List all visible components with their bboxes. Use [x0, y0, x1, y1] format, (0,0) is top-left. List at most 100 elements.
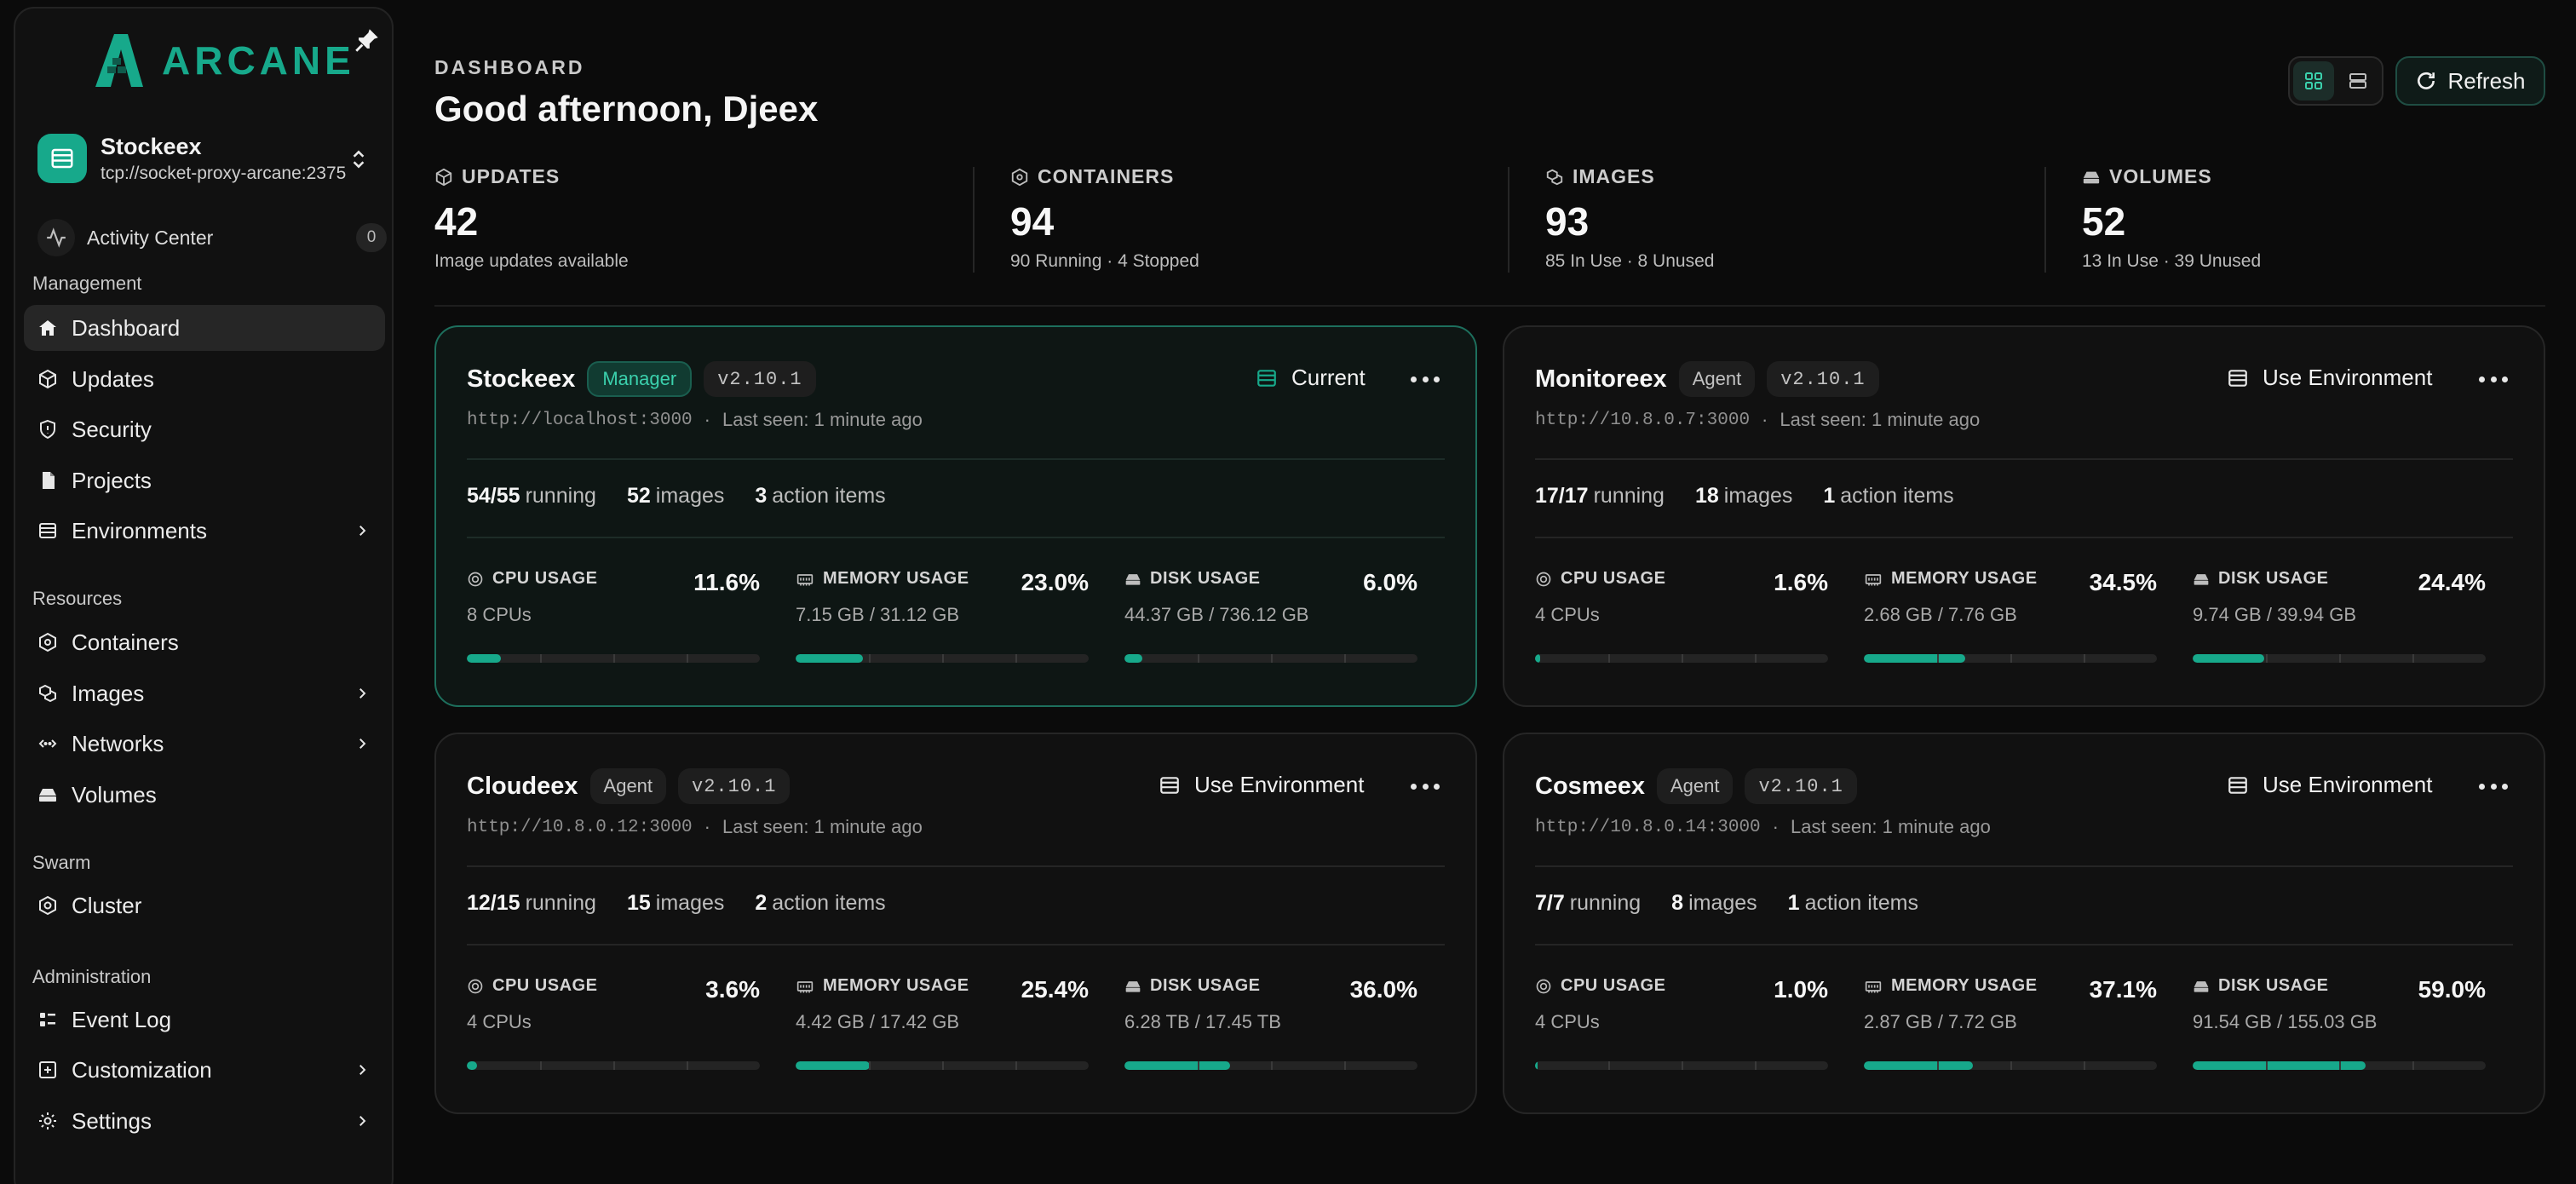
sidebar-item-dashboard[interactable]: Dashboard	[24, 305, 385, 351]
role-badge: Manager	[587, 361, 693, 397]
usage-bar-tick	[1344, 1061, 1346, 1070]
images-count: 52 images	[626, 484, 725, 508]
action-items-count: 1 action items	[1787, 891, 1918, 915]
use-environment-button[interactable]: Use Environment	[2227, 772, 2432, 798]
more-options-icon[interactable]	[1411, 779, 1440, 794]
usage-bar-tick	[1937, 654, 1939, 663]
usage-bar-tick	[2266, 1061, 2268, 1070]
sidebar-item-cluster[interactable]: Cluster	[24, 882, 385, 928]
more-options-icon[interactable]	[2479, 779, 2508, 794]
environment-switcher[interactable]: Stockeex tcp://socket-proxy-arcane:2375	[37, 126, 387, 191]
version-badge: v2.10.1	[1767, 361, 1879, 397]
environment-card[interactable]: Cloudeex Agent v2.10.1 Use Environment h…	[434, 733, 1477, 1114]
usage-bar-fill	[2193, 654, 2264, 663]
hard-drive-icon	[2194, 980, 2209, 992]
use-environment-button[interactable]: Use Environment	[1159, 772, 1364, 798]
cpu-usage-metric: CPU USAGE 1.0% 4 CPUs	[1535, 976, 1828, 1078]
separator-dot: ·	[704, 409, 710, 430]
usage-bar-tick	[2010, 1061, 2012, 1070]
sidebar-item-label: Volumes	[72, 781, 157, 808]
metric-detail: 8 CPUs	[467, 604, 532, 625]
metric-detail: 2.87 GB / 7.72 GB	[1864, 1011, 2017, 1032]
use-environment-button[interactable]: Use Environment	[2227, 365, 2432, 391]
sidebar-item-label: Containers	[72, 629, 179, 655]
metric-detail: 9.74 GB / 39.94 GB	[2193, 604, 2357, 625]
chevron-right-icon	[359, 739, 366, 749]
metric-label: CPU USAGE	[1561, 976, 1666, 995]
metric-detail: 4 CPUs	[467, 1011, 532, 1032]
memory-icon	[1865, 980, 1882, 992]
version-badge: v2.10.1	[1745, 768, 1857, 804]
usage-bar-tick	[1755, 654, 1757, 663]
metric-percent: 1.6%	[1774, 569, 1828, 595]
disk-usage-metric: DISK USAGE 24.4% 9.74 GB / 39.94 GB	[2193, 569, 2486, 671]
memory-usage-metric: MEMORY USAGE 34.5% 2.68 GB / 7.76 GB	[1864, 569, 2157, 671]
usage-bar-tick	[1198, 1061, 1199, 1070]
metric-detail: 4.42 GB / 17.42 GB	[796, 1011, 960, 1032]
sidebar-item-containers[interactable]: Containers	[24, 619, 385, 665]
section-resources: Resources	[32, 588, 123, 609]
sidebar-item-settings[interactable]: Settings	[24, 1098, 385, 1144]
sidebar-item-label: Security	[72, 416, 152, 442]
shield-icon	[40, 419, 55, 440]
stat-volumes[interactable]: VOLUMES 52 13 In Use · 39 Unused	[2082, 165, 2559, 276]
event-log-icon	[40, 1013, 55, 1026]
stat-images[interactable]: IMAGES 93 85 In Use · 8 Unused	[1545, 165, 2022, 276]
chevron-up-down-icon	[353, 150, 365, 169]
usage-bar-fill	[467, 1061, 478, 1070]
current-environment-indicator[interactable]: Current	[1256, 365, 1366, 391]
metric-percent: 34.5%	[2089, 569, 2157, 595]
usage-bar	[1124, 654, 1417, 663]
sidebar-item-environments[interactable]: Environments	[24, 508, 385, 554]
disk-usage-metric: DISK USAGE 59.0% 91.54 GB / 155.03 GB	[2193, 976, 2486, 1078]
pin-icon[interactable]	[353, 26, 382, 55]
usage-bar	[1535, 654, 1828, 663]
environment-card[interactable]: Monitoreex Agent v2.10.1 Use Environment…	[1503, 325, 2545, 707]
sidebar: ARCANE Stockeex tcp://socket-proxy-arcan…	[14, 7, 394, 1184]
file-icon	[43, 472, 55, 489]
brand-logo[interactable]: ARCANE	[90, 32, 355, 89]
sidebar-item-networks[interactable]: Networks	[24, 721, 385, 767]
metric-detail: 91.54 GB / 155.03 GB	[2193, 1011, 2378, 1032]
usage-bar	[796, 654, 1089, 663]
metric-percent: 3.6%	[705, 976, 760, 1003]
version-badge: v2.10.1	[704, 361, 816, 397]
gear-icon	[39, 1112, 56, 1129]
usage-bar-fill	[796, 654, 864, 663]
stat-updates[interactable]: UPDATES 42 Image updates available	[434, 165, 911, 276]
usage-bar-tick	[1608, 654, 1610, 663]
environment-card[interactable]: Stockeex Manager v2.10.1 Current http://…	[434, 325, 1477, 707]
card-divider	[1535, 865, 2513, 867]
package-icon	[435, 168, 452, 186]
memory-usage-metric: MEMORY USAGE 23.0% 7.15 GB / 31.12 GB	[796, 569, 1089, 671]
last-seen: Last seen: 1 minute ago	[722, 409, 923, 430]
sidebar-item-security[interactable]: Security	[24, 406, 385, 452]
sidebar-item-projects[interactable]: Projects	[24, 457, 385, 503]
sidebar-item-customization[interactable]: Customization	[24, 1047, 385, 1093]
refresh-button[interactable]: Refresh	[2395, 56, 2545, 106]
list-view-button[interactable]	[2337, 61, 2378, 101]
grid-view-button[interactable]	[2293, 61, 2334, 101]
metric-label: MEMORY USAGE	[1891, 976, 2038, 995]
environment-card[interactable]: Cosmeex Agent v2.10.1 Use Environment ht…	[1503, 733, 2545, 1114]
hard-drive-icon	[1125, 573, 1141, 585]
sidebar-item-updates[interactable]: Updates	[24, 356, 385, 402]
metric-label: CPU USAGE	[492, 976, 598, 995]
sidebar-item-images[interactable]: Images	[24, 670, 385, 716]
metric-label: DISK USAGE	[2218, 569, 2329, 588]
sidebar-item-label: Event Log	[72, 1006, 172, 1032]
more-options-icon[interactable]	[2479, 371, 2508, 387]
stat-containers[interactable]: CONTAINERS 94 90 Running · 4 Stopped	[1010, 165, 1487, 276]
sidebar-item-event-log[interactable]: Event Log	[24, 997, 385, 1043]
memory-icon	[796, 573, 814, 585]
usage-bar-tick	[687, 1061, 688, 1070]
usage-bar-tick	[2266, 654, 2268, 663]
activity-center[interactable]: Activity Center 0	[37, 216, 387, 259]
memory-icon	[1865, 573, 1882, 585]
sidebar-item-label: Environments	[72, 517, 207, 543]
more-options-icon[interactable]	[1411, 371, 1440, 387]
sidebar-item-label: Projects	[72, 467, 152, 493]
running-count: 17/17 running	[1535, 484, 1665, 508]
sidebar-item-volumes[interactable]: Volumes	[24, 772, 385, 818]
server-icon	[2228, 776, 2247, 794]
